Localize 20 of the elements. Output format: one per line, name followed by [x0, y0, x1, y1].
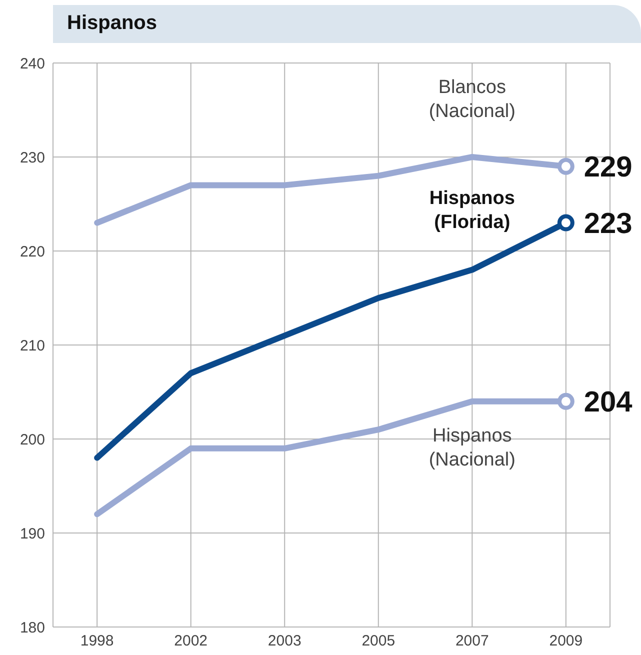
y-tick-label: 180 — [20, 619, 45, 636]
text: Blancos (Nacional) — [428, 77, 516, 122]
x-tick-label: 2003 — [268, 632, 302, 650]
y-tick-label: 200 — [20, 431, 45, 448]
data-label: 229 — [584, 151, 632, 184]
data-label: 223 — [584, 208, 632, 240]
x-tick-label: 2002 — [174, 632, 208, 650]
x-tick-label: 2009 — [549, 632, 583, 650]
x-tick-label: 2007 — [455, 632, 489, 650]
y-tick-label: 230 — [20, 149, 45, 166]
series-label: Hispanos (Florida) — [429, 188, 515, 233]
y-tick-label: 190 — [20, 525, 45, 542]
chart-title: Hispanos — [67, 12, 158, 35]
series-label: Hispanos (Nacional) — [428, 425, 516, 470]
data-label: 204 — [584, 386, 632, 418]
y-tick-label: 240 — [20, 55, 45, 72]
x-tick-label: 1998 — [80, 632, 114, 650]
y-tick-label: 210 — [20, 337, 45, 354]
y-tick-label: 220 — [20, 243, 45, 260]
x-tick-label: 2005 — [362, 632, 396, 650]
